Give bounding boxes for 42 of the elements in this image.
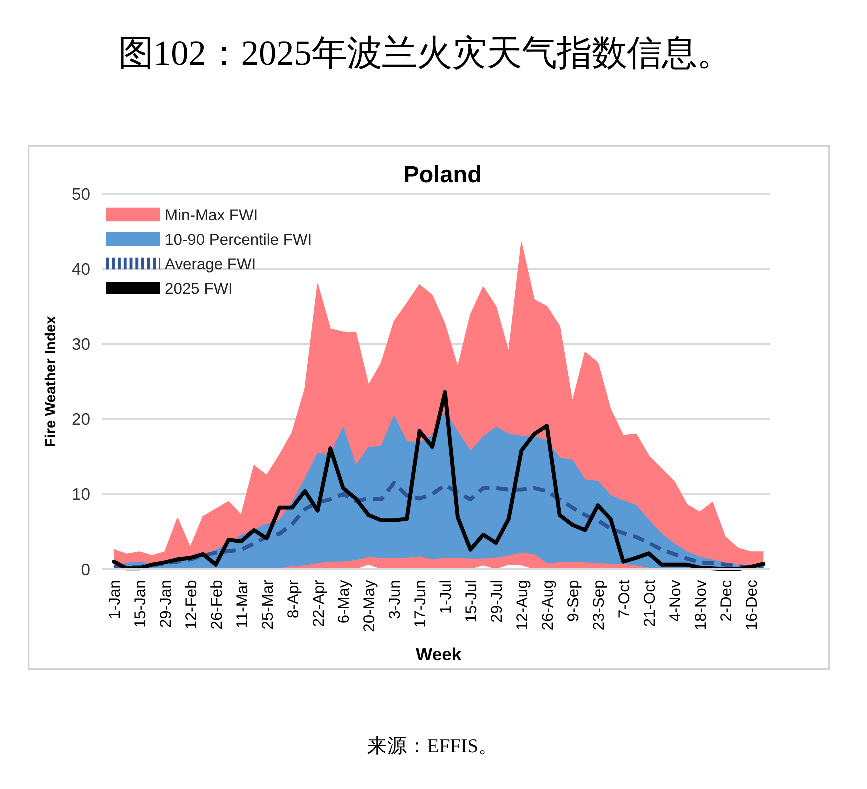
x-tick-label: 11-Mar [234,580,252,629]
x-tick-label: 12-Feb [183,580,200,630]
x-tick-label: 16-Dec [744,580,761,631]
y-tick-label: 20 [72,410,91,430]
y-tick-label: 40 [72,260,91,280]
x-tick-label: 26-Feb [208,580,226,630]
x-tick-label: 21-Oct [642,580,659,628]
legend-label: 10-90 Percentile FWI [165,232,312,250]
x-tick-label: 1-Jul [438,580,456,614]
y-tick-label: 30 [72,335,91,354]
x-tick-label: 6-May [336,580,354,624]
x-tick-label: 17-Jun [412,580,430,628]
x-tick-label: 4-Nov [667,580,684,622]
x-tick-label: 25-Mar [260,580,277,630]
x-tick-label: 3-Jun [387,580,404,620]
x-tick-label: 29-Jul [489,580,506,623]
chart-title: 图102：2025年波兰火灾天气指数信息。 [118,34,732,73]
x-tick-label: 1-Jan [106,580,124,620]
x-axis-title: Week [416,644,462,664]
legend-label: Min-Max FWI [165,208,258,225]
y-axis-title: Fire Weather Index [43,315,60,448]
x-tick-label: 15-Jul [464,580,481,623]
x-tick-label: 26-Aug [540,580,558,631]
y-tick-label: 0 [81,560,91,580]
x-tick-label: 18-Nov [692,580,710,631]
x-tick-label: 29-Jan [158,580,175,628]
x-tick-label: 12-Aug [514,580,532,631]
x-tick-label: 23-Sep [590,580,608,631]
x-tick-label: 2-Dec [718,580,736,622]
legend-label: 2025 FWI [165,281,233,298]
x-tick-label: 9-Sep [565,580,582,622]
y-tick-label: 50 [72,185,91,204]
x-tick-label: 7-Oct [616,580,634,618]
x-tick-label: 8-Apr [285,580,302,618]
y-tick-label: 10 [72,485,91,504]
x-tick-label: 22-Apr [310,580,328,628]
legend-label: Average FWI [165,256,256,274]
x-tick-label: 20-May [362,580,379,632]
x-tick-label: 15-Jan [132,580,150,628]
chart-subtitle: Poland [404,161,482,188]
line-series [112,481,766,570]
source-note: 来源：EFFIS。 [367,736,499,758]
